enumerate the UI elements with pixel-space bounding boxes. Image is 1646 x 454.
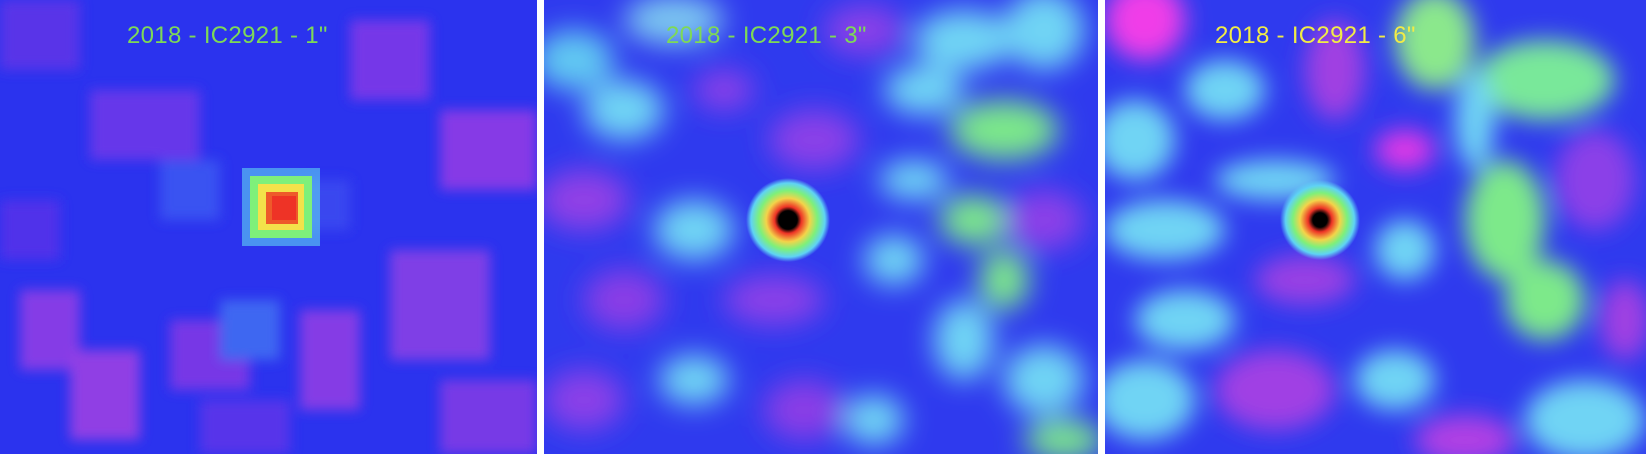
bright-source-3 xyxy=(1280,180,1360,260)
panel-label: 2018 - IC2921 - 3" xyxy=(666,22,867,49)
bright-source-2 xyxy=(746,178,830,262)
panel-label: 2018 - IC2921 - 1" xyxy=(127,22,328,49)
heatmap-1 xyxy=(0,0,537,454)
image-panel-1: 2018 - IC2921 - 1" xyxy=(0,0,537,454)
image-panel-3: 2018 - IC2921 - 6" xyxy=(1105,0,1646,454)
panel-label: 2018 - IC2921 - 6" xyxy=(1215,22,1416,49)
image-panel-2: 2018 - IC2921 - 3" xyxy=(544,0,1098,454)
heatmap-2 xyxy=(544,0,1098,454)
bright-source-1 xyxy=(242,168,320,246)
heatmap-3 xyxy=(1105,0,1646,454)
